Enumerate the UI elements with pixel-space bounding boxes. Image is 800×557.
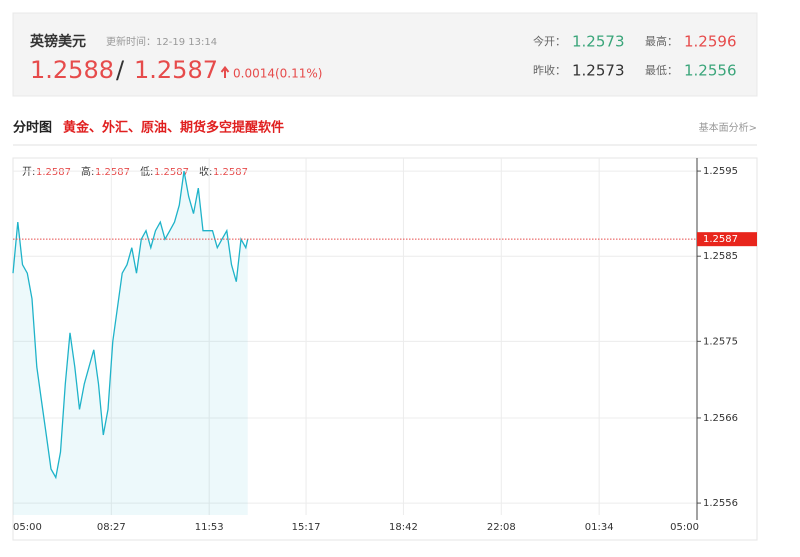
stat-value: 1.2573	[572, 33, 625, 51]
ohlc-value: 1.2587	[36, 167, 71, 178]
stat-value: 1.2596	[684, 33, 737, 51]
promo-link[interactable]: 黄金、外汇、原油、期货多空提醒软件	[63, 120, 284, 136]
x-tick-label: 05:00	[670, 522, 699, 533]
y-tick-label: 1.2595	[703, 166, 738, 177]
stat-label: 今开：	[533, 34, 566, 48]
y-tick-label: 1.2575	[703, 336, 738, 347]
y-tick-label: 1.2556	[703, 498, 738, 509]
current-price-tag	[697, 232, 757, 247]
y-tick-label: 1.2566	[703, 413, 738, 424]
ohlc-value: 1.2587	[154, 167, 189, 178]
stats: 今开： 1.2573 最高： 1.2596 昨收： 1.2573 最低： 1.2556	[533, 33, 737, 80]
symbol-title: 英镑美元	[29, 33, 86, 50]
bid-price: 1.2588	[30, 56, 114, 84]
stat-label: 昨收：	[533, 63, 566, 77]
x-tick-label: 22:08	[487, 522, 516, 533]
up-arrow	[220, 65, 230, 78]
plot: 05:00 08:27 11:53 15:17 18:42 22:08 01:34 05:00…	[12, 158, 757, 533]
current-price-label: 1.2587	[703, 234, 738, 245]
x-tick-label: 18:42	[389, 522, 418, 533]
separator: /	[116, 56, 125, 84]
ohlc-label: 开:	[22, 167, 35, 178]
quote-panel	[12, 12, 758, 97]
chart-frame	[12, 157, 758, 541]
ohlc-value: 1.2587	[213, 167, 248, 178]
stat-value: 1.2573	[572, 62, 625, 80]
x-tick-label: 08:27	[97, 522, 126, 533]
x-tick-label: 11:53	[195, 522, 224, 533]
x-tick-label: 05:00	[13, 522, 42, 533]
stat-label: 最低：	[645, 64, 678, 77]
stat-value: 1.2556	[684, 62, 737, 80]
ohlc-value: 1.2587	[95, 167, 130, 178]
price-change: 0.0014(0.11%)	[233, 67, 322, 81]
price-line	[12, 170, 249, 480]
stat-label: 最高：	[645, 34, 678, 48]
y-tick-label: 1.2585	[703, 251, 738, 262]
x-tick-label: 15:17	[292, 522, 321, 533]
price-area	[13, 171, 248, 515]
tab-title: 分时图	[13, 120, 52, 136]
fundamentals-link[interactable]: 基本面分析>	[699, 121, 757, 134]
ask-price: 1.2587	[134, 56, 218, 84]
x-tick-label: 01:34	[585, 522, 614, 533]
update-time: 更新时间：12-19 13:14	[106, 35, 217, 48]
